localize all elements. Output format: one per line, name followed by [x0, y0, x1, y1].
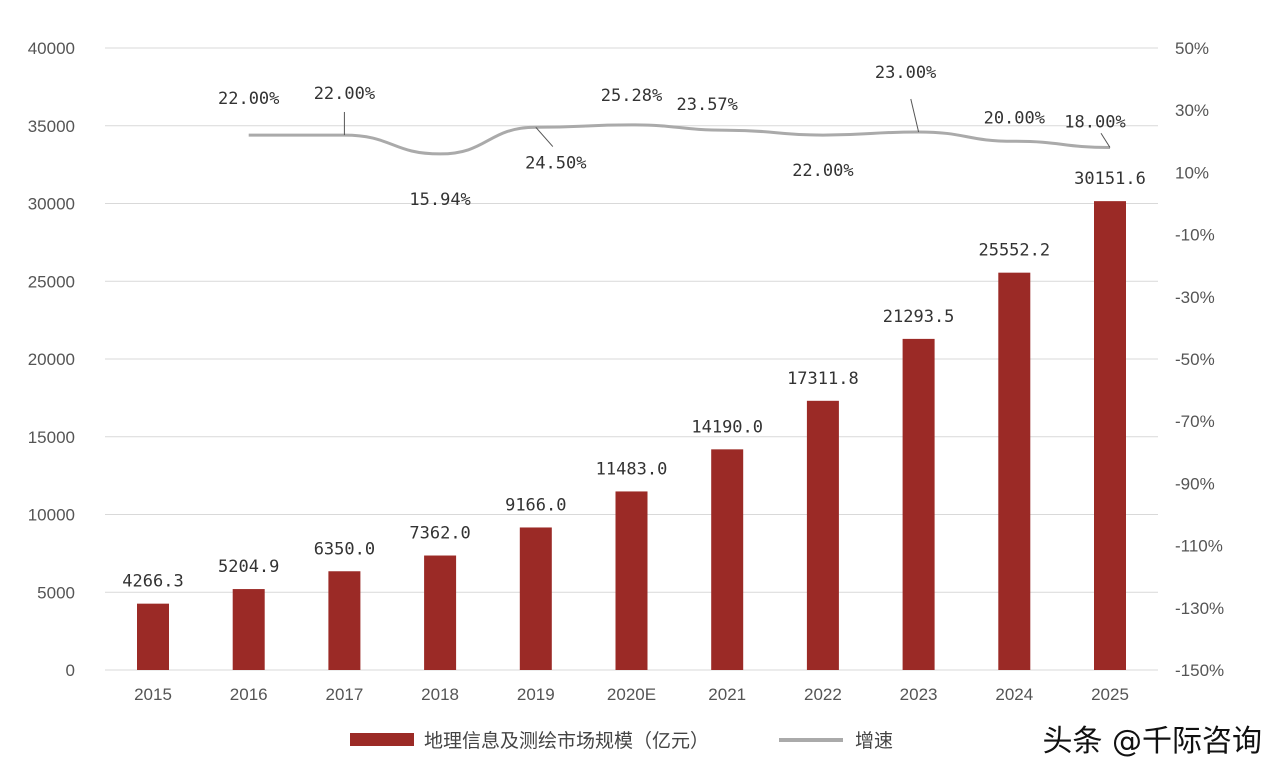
bar-data-label: 9166.0 [505, 495, 566, 515]
bar [1094, 201, 1126, 670]
y-right-tick-label: -110% [1175, 537, 1223, 556]
y-right-tick-label: -90% [1175, 474, 1215, 493]
y-left-tick-label: 0 [66, 661, 75, 680]
legend-swatch-line [779, 737, 844, 742]
y-left-tick-label: 40000 [28, 39, 75, 58]
leader-line [910, 98, 920, 133]
line-data-label: 22.00% [792, 161, 853, 181]
y-left-tick-label: 5000 [37, 583, 75, 602]
line-data-label: 22.00% [218, 89, 279, 109]
y-left-tick-label: 30000 [28, 195, 75, 214]
bar [806, 400, 839, 670]
line-data-label: 22.00% [314, 84, 375, 104]
legend-swatch-bar [350, 733, 414, 746]
bar [902, 338, 935, 670]
x-tick-label: 2022 [804, 685, 842, 704]
legend-label-line: 增速 [855, 730, 894, 752]
bar-data-label: 17311.8 [787, 369, 859, 389]
y-right-tick-label: -70% [1175, 412, 1215, 431]
bar [232, 589, 265, 670]
bar [998, 272, 1031, 670]
x-tick-label: 2018 [421, 685, 459, 704]
bar [137, 603, 169, 670]
line-data-label: 15.94% [409, 190, 470, 210]
x-tick-label: 2023 [900, 685, 938, 704]
leader-line [1100, 132, 1111, 148]
y-left-tick-label: 10000 [28, 506, 75, 525]
bar [519, 527, 552, 670]
bar-data-label: 14190.0 [691, 417, 763, 437]
y-left-tick-label: 20000 [28, 350, 75, 369]
bar-data-label: 4266.3 [122, 572, 183, 592]
y-right-tick-label: -30% [1175, 288, 1215, 307]
bar [328, 571, 361, 670]
y-left-tick-label: 15000 [28, 428, 75, 447]
x-tick-label: 2015 [134, 685, 172, 704]
bar-data-label: 21293.5 [883, 307, 955, 327]
line-data-label: 18.00% [1064, 113, 1125, 133]
y-right-tick-label: -130% [1175, 599, 1224, 618]
y-right-tick-label: -150% [1175, 661, 1224, 680]
x-tick-label: 2020E [607, 685, 656, 704]
line-data-label: 20.00% [984, 108, 1045, 128]
y-right-tick-label: -10% [1175, 226, 1215, 245]
bar-data-label: 11483.0 [596, 459, 668, 479]
y-right-tick-label: 10% [1175, 163, 1209, 182]
bar [424, 555, 457, 670]
y-right-tick-label: 30% [1175, 101, 1209, 120]
line-data-label: 23.57% [676, 95, 737, 115]
legend-label-bar: 地理信息及测绘市场规模（亿元） [424, 730, 710, 752]
line-data-label: 25.28% [601, 86, 662, 106]
legend: 地理信息及测绘市场规模（亿元） 增速 [350, 726, 893, 753]
bar-data-label: 30151.6 [1074, 169, 1146, 189]
x-tick-label: 2024 [995, 685, 1033, 704]
bar-data-label: 5204.9 [218, 557, 279, 577]
x-tick-label: 2021 [708, 685, 746, 704]
growth-line [248, 123, 1111, 156]
y-right-tick-label: -50% [1175, 350, 1215, 369]
bar [711, 449, 744, 670]
line-data-label: 23.00% [875, 63, 936, 83]
line-data-label: 24.50% [525, 153, 586, 173]
x-tick-label: 2019 [517, 685, 555, 704]
x-tick-label: 2016 [230, 685, 268, 704]
watermark: 头条 @千际咨询 [1042, 724, 1262, 759]
y-left-tick-label: 25000 [28, 272, 75, 291]
bar-data-label: 6350.0 [314, 539, 375, 559]
x-tick-label: 2017 [325, 685, 363, 704]
bar [615, 491, 648, 670]
x-tick-label: 2025 [1091, 685, 1129, 704]
bar-data-label: 7362.0 [409, 524, 470, 544]
y-right-tick-label: 50% [1175, 39, 1209, 58]
leader-line [535, 126, 554, 147]
y-left-tick-label: 35000 [28, 117, 75, 136]
bar-data-label: 25552.2 [978, 241, 1050, 261]
